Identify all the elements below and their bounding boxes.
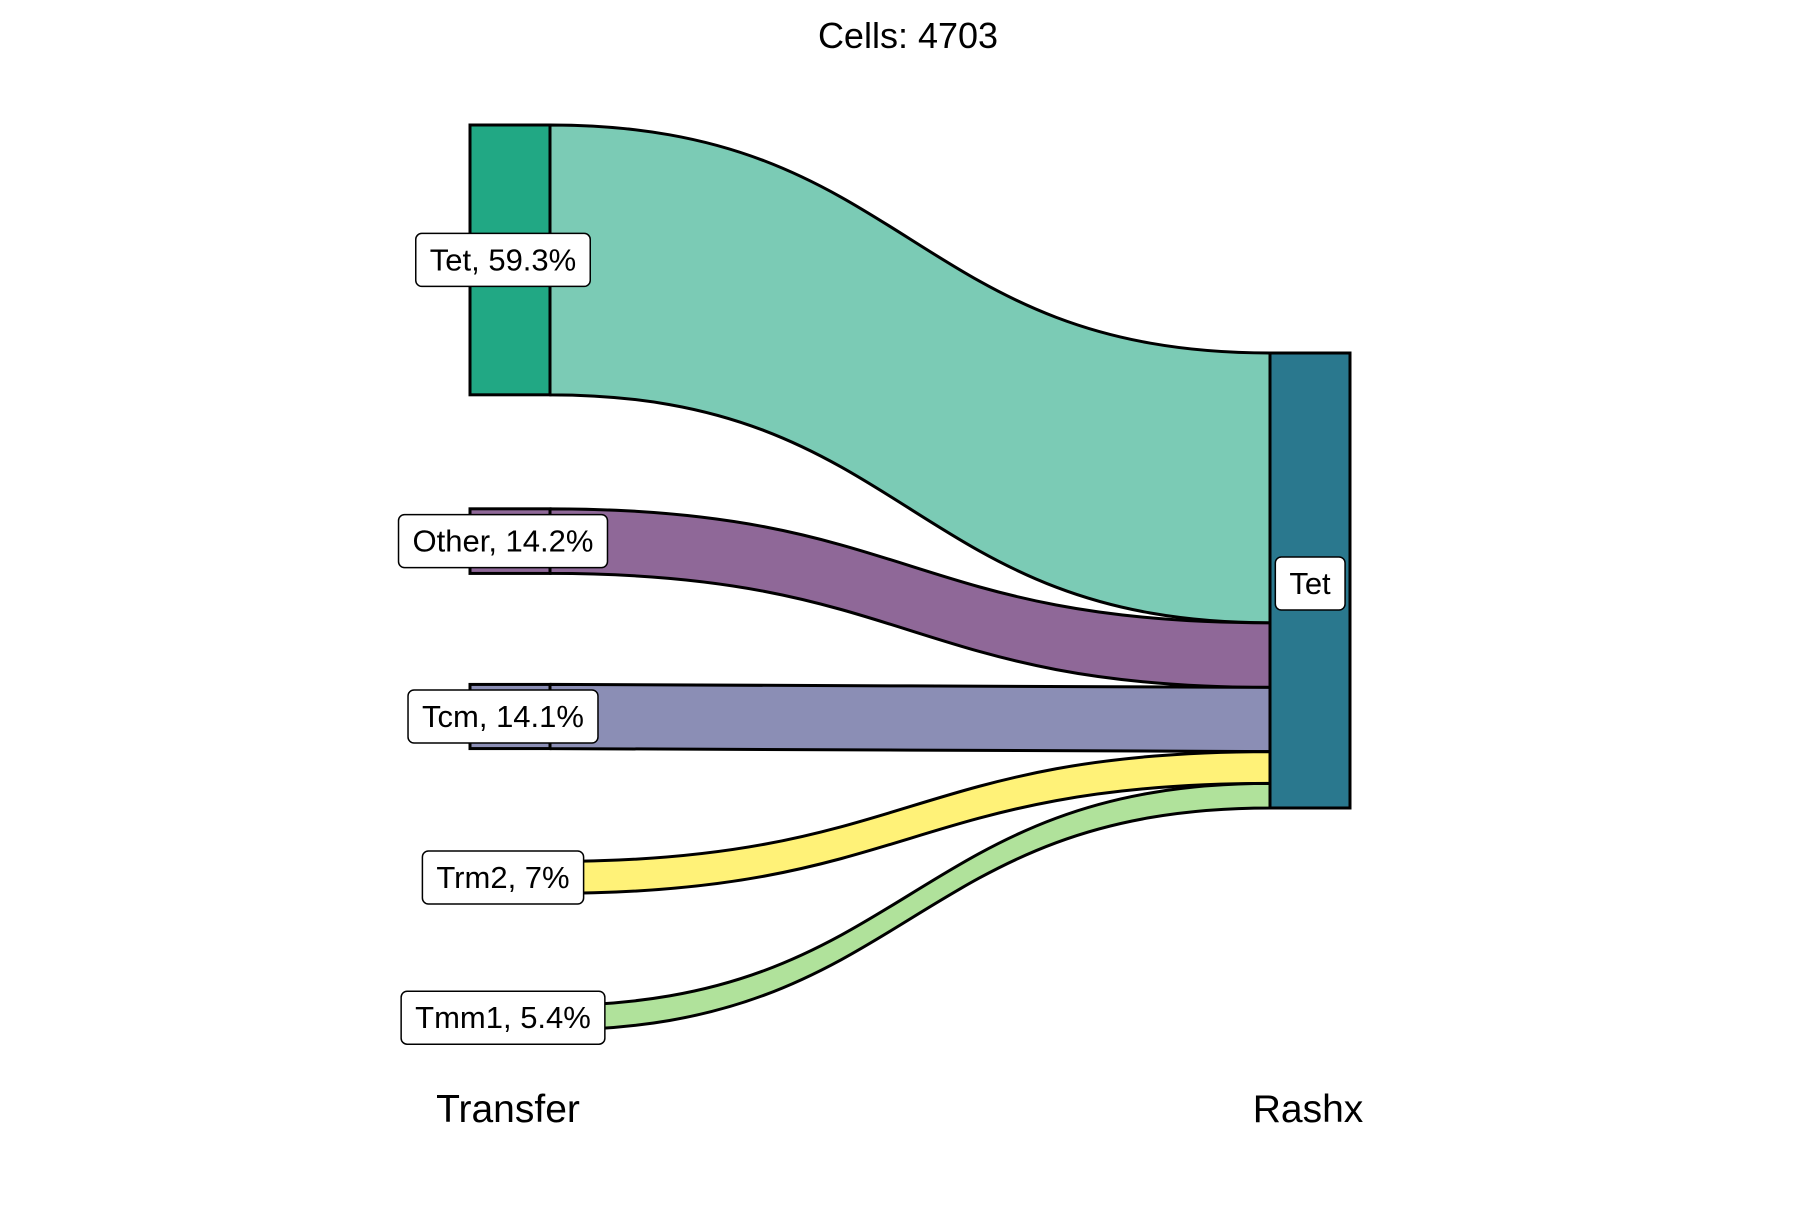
label-left-tmm1-text: Tmm1, 5.4%: [415, 1000, 591, 1035]
label-left-tet-box: [415, 232, 591, 288]
label-left-other-box: [397, 513, 609, 569]
chart-title: Cells: 4703: [818, 15, 998, 56]
label-right-tet-box: [1274, 556, 1346, 611]
label-left-other: Other, 14.2%: [397, 513, 609, 569]
label-left-tcm-text: Tcm, 14.1%: [422, 699, 584, 734]
label-left-tet-text: Tet, 59.3%: [430, 242, 576, 277]
label-left-trm2-text: Trm2, 7%: [436, 860, 569, 895]
label-left-trm2-box: [421, 850, 585, 905]
label-right-tet-text: Tet: [1289, 566, 1331, 601]
label-left-tcm-box: [407, 689, 599, 744]
label-left-other-text: Other, 14.2%: [413, 524, 594, 559]
flows-layer: [548, 123, 1272, 1032]
flow-trm2: [548, 750, 1272, 895]
label-left-tcm: Tcm, 14.1%: [407, 689, 599, 744]
label-left-tmm1-box: [400, 990, 606, 1045]
axis-label-left: Transfer: [436, 1088, 580, 1131]
label-left-trm2: Trm2, 7%: [421, 850, 585, 905]
labels-layer: Tet, 59.3% Other, 14.2% Tcm, 14.1% Trm2, 7%…: [397, 232, 1346, 1045]
axis-label-right: Rashx: [1253, 1088, 1364, 1131]
flow-tcm: [548, 682, 1272, 754]
label-right-tet: Tet: [1274, 556, 1346, 611]
label-left-tmm1: Tmm1, 5.4%: [400, 990, 606, 1045]
label-left-tet: Tet, 59.3%: [415, 232, 591, 288]
